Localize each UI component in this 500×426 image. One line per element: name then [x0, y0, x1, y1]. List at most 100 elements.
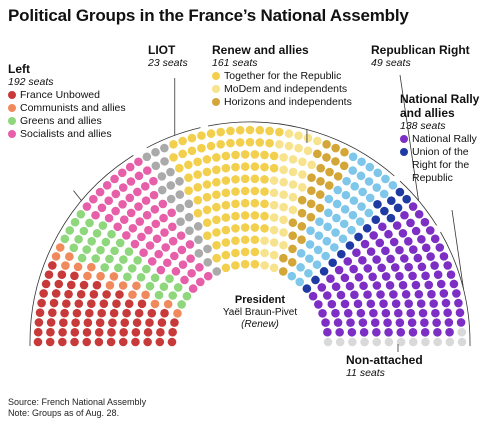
- seat-together-for-the-republic: [255, 125, 265, 135]
- legend-swatch: [8, 130, 16, 138]
- seat-republican-right: [348, 210, 358, 220]
- seat-france-unbowed: [124, 299, 134, 309]
- seat-national-rally: [384, 328, 393, 337]
- seat-modem-and-independents: [269, 263, 279, 273]
- seat-greens-and-allies: [105, 254, 114, 264]
- seat-republican-right: [330, 243, 339, 252]
- seat-socialists-and-allies: [89, 194, 98, 204]
- seat-modem-and-independents: [269, 225, 279, 235]
- seat-union-of-the-right-for-the-republic: [395, 187, 405, 197]
- seat-republican-right: [372, 183, 382, 192]
- seat-socialists-and-allies: [142, 210, 152, 220]
- seat-communists-and-allies: [150, 299, 160, 309]
- seat-liot: [166, 194, 176, 204]
- legend-swatch: [400, 135, 408, 143]
- seat-france-unbowed: [66, 280, 76, 290]
- seat-greens-and-allies: [77, 253, 87, 263]
- seat-national-rally: [370, 318, 380, 327]
- seat-greens-and-allies: [91, 254, 100, 263]
- seat-national-rally: [372, 255, 381, 264]
- seat-together-for-the-republic: [265, 138, 274, 148]
- seat-together-for-the-republic: [260, 224, 269, 233]
- seat-union-of-the-right-for-the-republic: [319, 267, 329, 276]
- seat-republican-right: [357, 157, 366, 167]
- seat-france-unbowed: [39, 289, 48, 298]
- seat-national-rally: [345, 281, 355, 291]
- seat-greens-and-allies: [123, 272, 132, 282]
- seat-socialists-and-allies: [97, 203, 107, 213]
- seat-national-rally: [436, 279, 446, 289]
- seat-national-rally: [420, 217, 430, 227]
- seat-national-rally: [358, 256, 367, 265]
- seat-together-for-the-republic: [240, 198, 250, 208]
- seat-horizons-and-independents: [278, 267, 288, 276]
- seat-national-rally: [369, 308, 378, 318]
- seat-horizons-and-independents: [331, 143, 340, 153]
- seat-france-unbowed: [58, 337, 67, 347]
- seat-national-rally: [343, 257, 353, 266]
- seat-liot: [157, 185, 167, 195]
- seat-national-rally: [409, 245, 418, 254]
- seat-france-unbowed: [132, 318, 142, 327]
- seat-together-for-the-republic: [169, 140, 178, 149]
- seat-socialists-and-allies: [111, 206, 120, 216]
- seat-national-rally: [452, 289, 461, 298]
- seat-republican-right: [379, 189, 389, 199]
- seat-greens-and-allies: [133, 256, 142, 265]
- seat-greens-and-allies: [101, 237, 111, 247]
- legend-label: Together for the Republic: [224, 70, 342, 82]
- seat-greens-and-allies: [85, 218, 94, 228]
- seat-socialists-and-allies: [128, 223, 138, 233]
- seat-national-rally: [318, 308, 327, 318]
- seat-horizons-and-independents: [339, 161, 349, 171]
- seat-national-rally: [454, 298, 463, 308]
- seat-communists-and-allies: [109, 272, 119, 281]
- seat-national-rally: [354, 272, 364, 282]
- legend-label: National Rally: [412, 133, 477, 145]
- seat-modem-and-independents: [269, 200, 279, 210]
- seat-republican-right: [364, 208, 374, 218]
- seat-together-for-the-republic: [240, 186, 250, 196]
- seat-socialists-and-allies: [147, 257, 157, 266]
- seat-socialists-and-allies: [195, 263, 204, 272]
- seat-together-for-the-republic: [212, 177, 221, 187]
- seat-together-for-the-republic: [240, 174, 250, 184]
- seat-socialists-and-allies: [125, 162, 135, 172]
- seat-socialists-and-allies: [125, 193, 135, 203]
- seat-liot: [193, 222, 203, 231]
- seat-greens-and-allies: [127, 264, 137, 273]
- seat-greens-and-allies: [168, 291, 178, 300]
- seat-france-unbowed: [87, 299, 96, 308]
- seat-together-for-the-republic: [240, 247, 250, 257]
- seat-republican-right: [388, 181, 398, 190]
- seat-national-rally: [396, 328, 406, 337]
- seat-republican-right: [358, 187, 367, 197]
- seat-together-for-the-republic: [193, 157, 202, 167]
- seat-modem-and-independents: [303, 146, 313, 156]
- seat-socialists-and-allies: [117, 168, 127, 178]
- seat-modem-and-independents: [260, 261, 269, 270]
- seat-republican-right: [324, 194, 334, 204]
- seat-union-of-the-right-for-the-republic: [402, 194, 411, 204]
- seat-together-for-the-republic: [250, 162, 260, 171]
- seat-horizons-and-independents: [288, 231, 298, 241]
- legend-item-communists: Communists and allies: [8, 102, 126, 115]
- seat-socialists-and-allies: [188, 284, 198, 293]
- seat-liot: [203, 244, 212, 254]
- group-nonattached-name: Non-attached: [346, 353, 423, 367]
- seat-together-for-the-republic: [245, 125, 255, 135]
- seat-national-rally: [417, 262, 427, 272]
- seat-national-rally: [326, 274, 335, 284]
- seat-national-rally: [411, 280, 421, 290]
- seat-national-rally: [360, 239, 370, 249]
- seat-socialists-and-allies: [176, 231, 186, 240]
- seat-national-rally: [398, 228, 408, 238]
- seat-liot: [212, 267, 222, 276]
- seat-france-unbowed: [145, 318, 154, 327]
- seat-together-for-the-republic: [240, 223, 250, 232]
- seat-socialists-and-allies: [113, 222, 122, 232]
- seat-horizons-and-independents: [316, 163, 325, 173]
- seat-national-rally: [446, 270, 456, 279]
- legend-swatch: [212, 72, 220, 80]
- seat-national-rally: [413, 253, 423, 263]
